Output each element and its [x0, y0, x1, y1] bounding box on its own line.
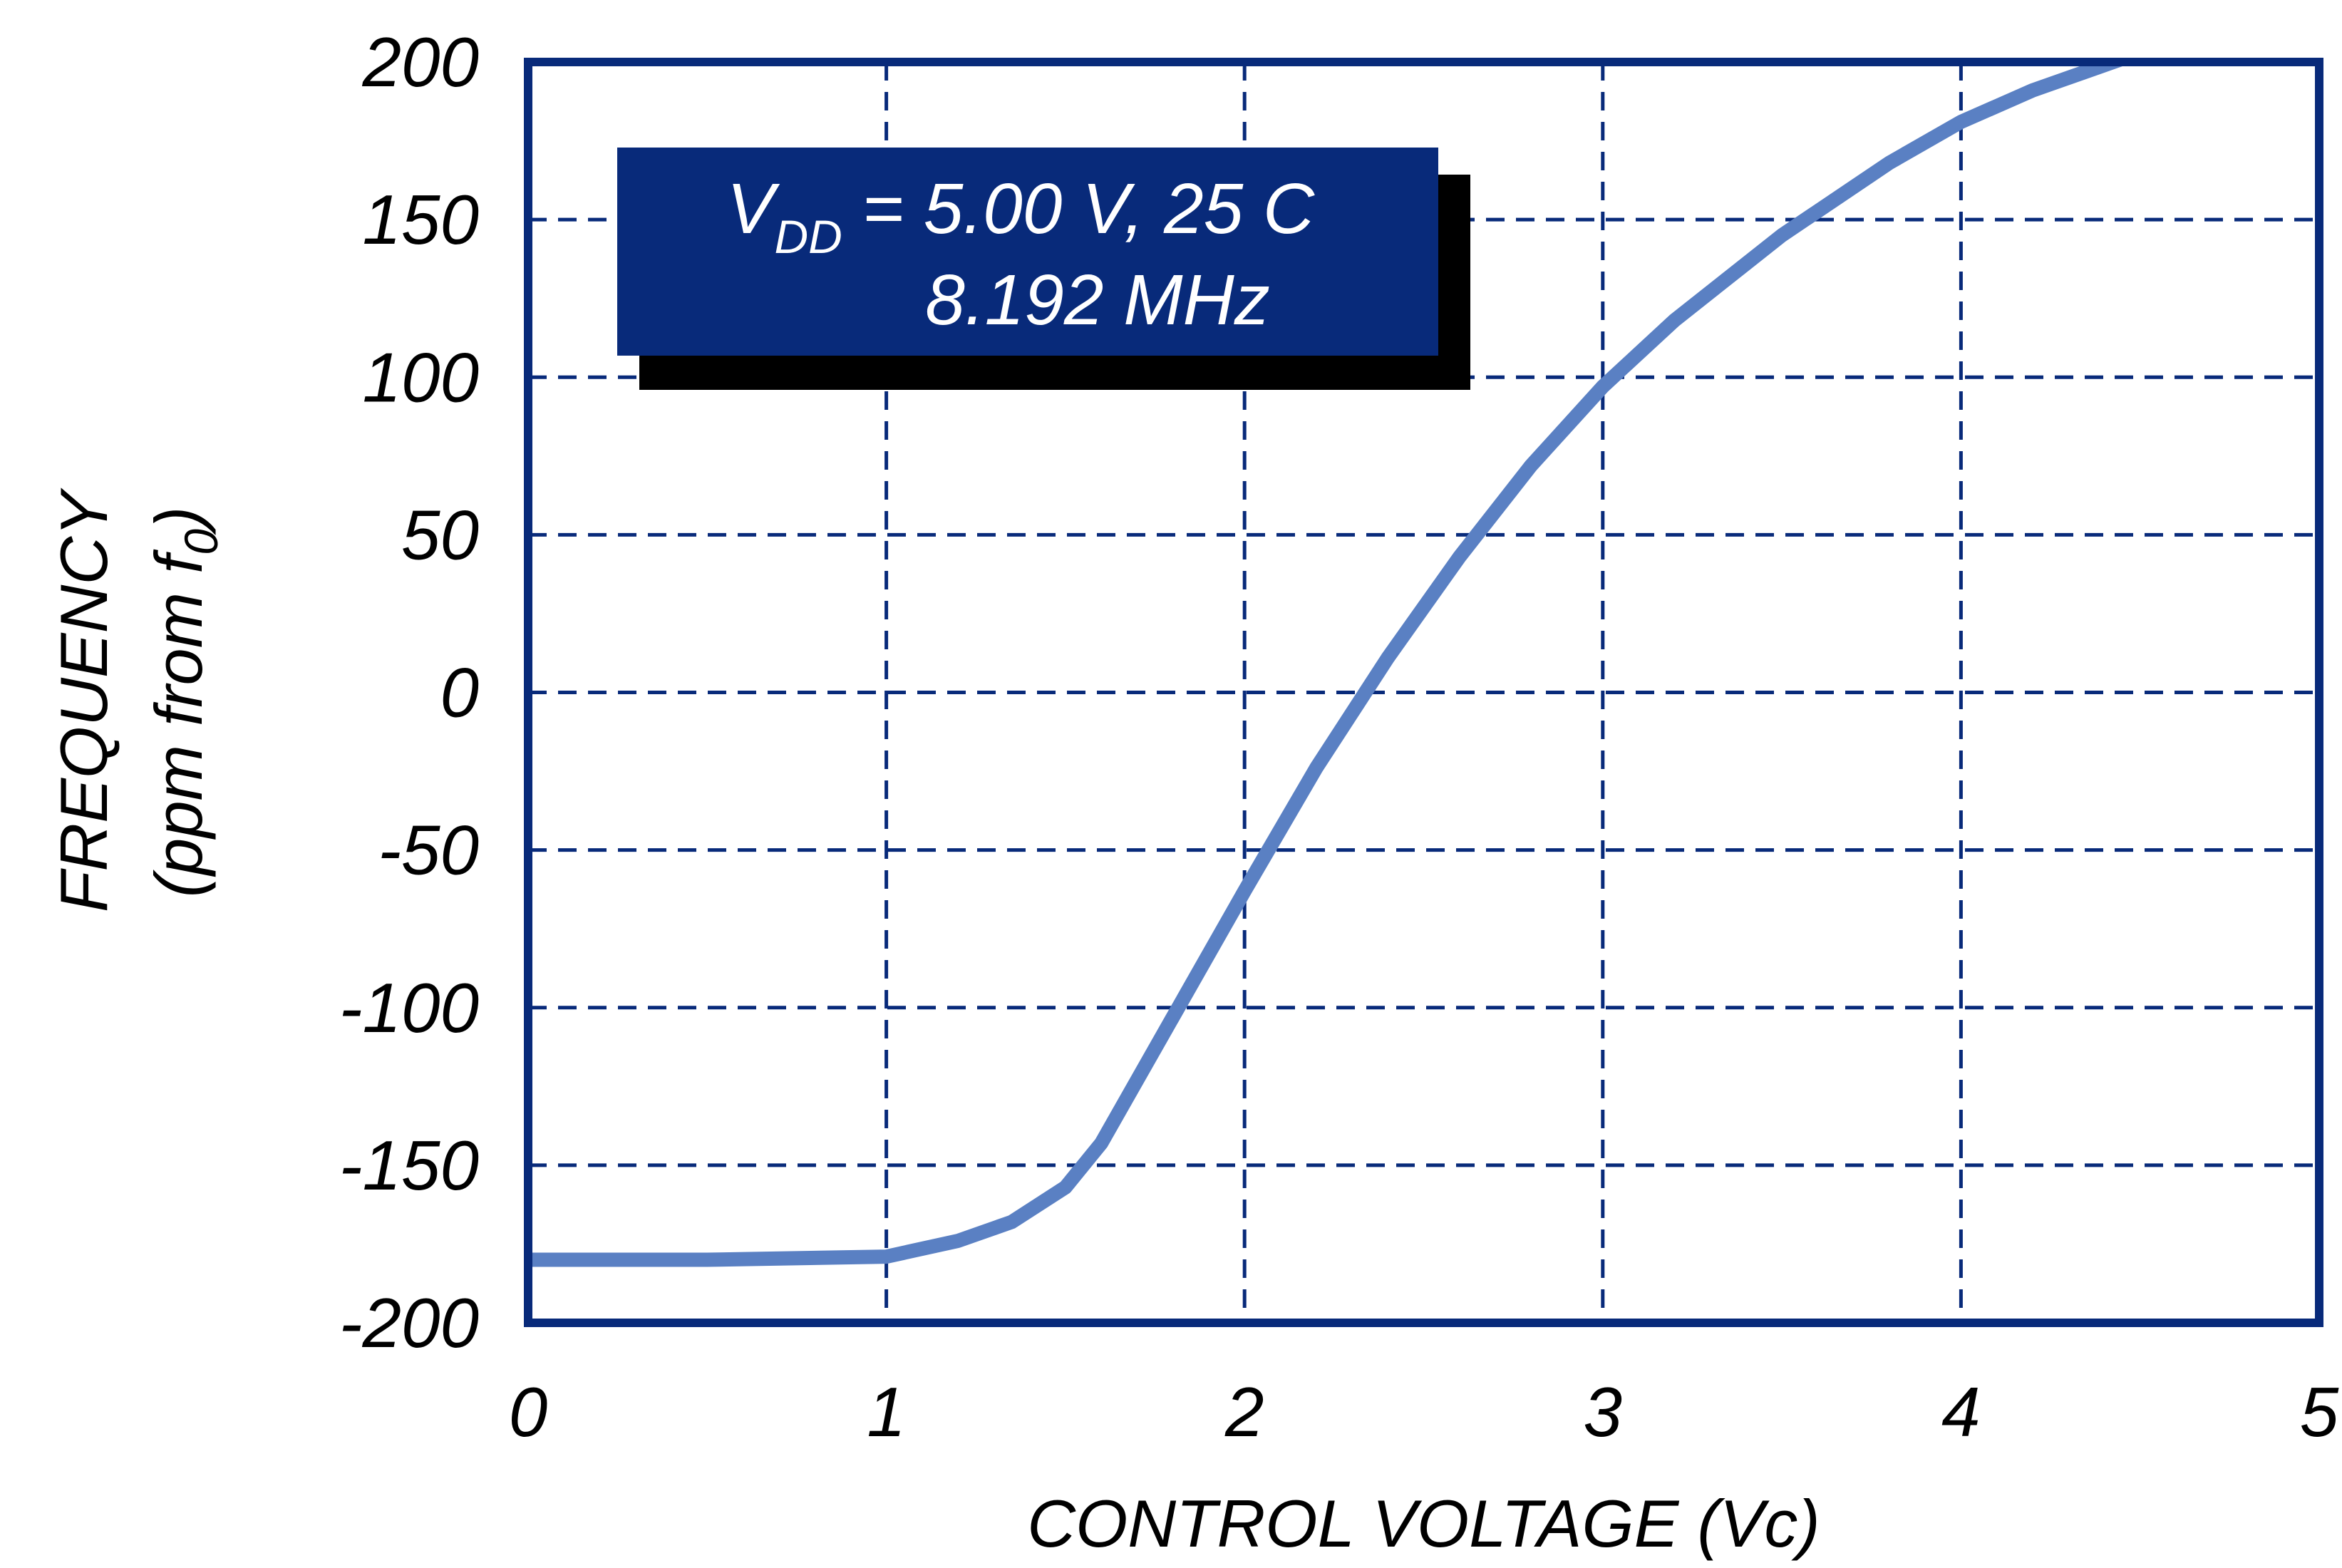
annotation-line-1: VDD = 5.00 V, 25 C [727, 169, 1315, 263]
annotation-line-2: 8.192 MHz [925, 260, 1270, 340]
x-tick-label: 0 [509, 1373, 548, 1451]
y-tick-label: -200 [339, 1284, 479, 1362]
y-axis-title-unit: (ppm from f [141, 549, 216, 897]
y-tick-label: -100 [339, 969, 479, 1047]
y-tick-label: -150 [339, 1126, 479, 1205]
x-tick-label: 3 [1584, 1373, 1623, 1451]
annotation-vdd-main: V [727, 169, 780, 249]
x-tick-label: 2 [1224, 1373, 1264, 1451]
y-tick-label: 50 [401, 495, 479, 574]
y-tick-label: 200 [361, 23, 479, 101]
y-axis-title-line-2: (ppm from f0) [141, 507, 227, 898]
x-axis-title: CONTROL VOLTAGE (Vc) [1027, 1486, 1820, 1561]
y-tick-label: -50 [378, 811, 479, 889]
y-axis-title: FREQUENCY (ppm from f0) [46, 488, 227, 912]
y-tick-label: 0 [440, 654, 479, 732]
annotation-vdd-rest: = 5.00 V, 25 C [842, 169, 1315, 249]
x-tick-label: 4 [1941, 1373, 1981, 1451]
annotation-box [617, 148, 1438, 356]
annotation-vdd-sub: DD [774, 210, 842, 263]
plot-frame [524, 58, 2323, 1327]
y-tick-label: 150 [362, 180, 479, 259]
y-axis-title-subscript: 0 [175, 529, 227, 555]
series-layer [528, 62, 2135, 1267]
x-tick-label: 5 [2300, 1373, 2339, 1451]
x-tick-label: 1 [867, 1373, 906, 1451]
conditions-annotation: VDD = 5.00 V, 25 C 8.192 MHz [617, 148, 1470, 390]
series-line-0 [528, 62, 2135, 1267]
y-tick-labels: 200 150 100 50 0 -50 -100 -150 -200 [339, 23, 479, 1362]
y-axis-title-line-1: FREQUENCY [46, 488, 121, 912]
y-tick-label: 100 [362, 338, 479, 416]
x-tick-labels: 0 1 2 3 4 5 [509, 1373, 2339, 1451]
